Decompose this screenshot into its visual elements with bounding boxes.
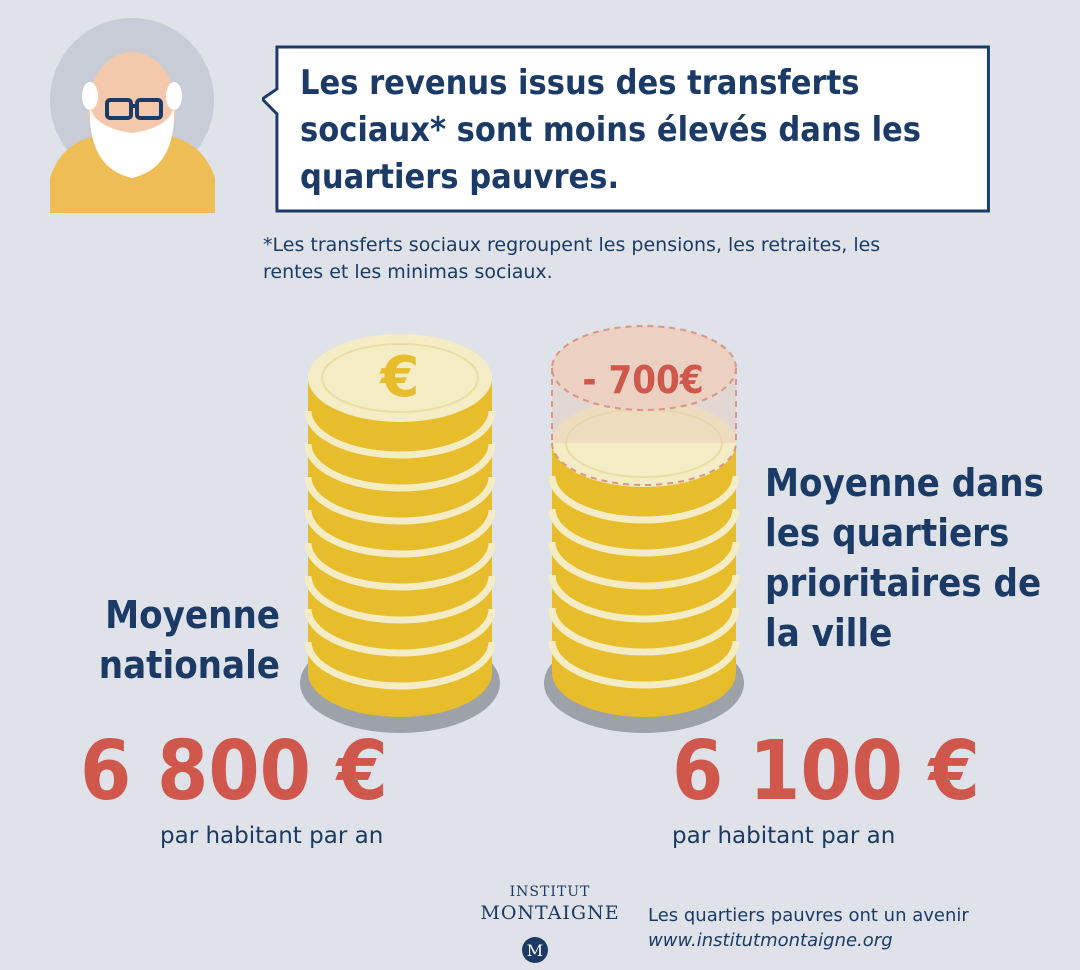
difference-label: - 700€ — [582, 358, 703, 402]
coin-edge — [548, 541, 740, 590]
euro-icon: € — [379, 345, 420, 410]
coin-stack-qpv — [544, 325, 744, 733]
old-man-avatar-icon — [50, 18, 215, 213]
unit-national: par habitant par an — [160, 823, 384, 849]
coin-edge — [304, 443, 496, 492]
coin-stack-national — [300, 334, 500, 733]
coin-edge — [304, 509, 496, 558]
coin-edge — [548, 574, 740, 623]
institut-montaigne-logo-icon: M — [522, 937, 548, 963]
logo-line-1: INSTITUT — [509, 884, 591, 900]
coin-edge — [304, 410, 496, 459]
footnote: *Les transferts sociaux regroupent les p… — [263, 234, 881, 283]
headline: Les revenus issus des transferts sociaux… — [300, 63, 922, 197]
coin-edge — [304, 608, 496, 657]
coin-edge — [304, 542, 496, 591]
logo-mark-letter: M — [527, 941, 543, 960]
coin-edge — [548, 508, 740, 557]
logo-line-2: MONTAIGNE — [480, 902, 620, 924]
slogan: Les quartiers pauvres ont un avenir — [648, 905, 969, 926]
coin-edge — [548, 475, 740, 524]
amount-national: 6 800 € — [80, 724, 388, 819]
coin-stacks-illustration: € - 700€ — [300, 325, 744, 733]
label-national: Moyenne nationale — [98, 593, 280, 687]
speech-bubble — [262, 45, 990, 213]
label-qpv: Moyenne dans les quartiers prioritaires … — [765, 461, 1045, 655]
coin-edge — [304, 641, 496, 690]
coin-edge — [548, 607, 740, 656]
coin-edge — [304, 575, 496, 624]
unit-qpv: par habitant par an — [672, 823, 896, 849]
amount-qpv: 6 100 € — [672, 724, 980, 819]
missing-coins-outline — [551, 325, 737, 486]
coin-edge — [304, 476, 496, 525]
coin-edge — [548, 640, 740, 689]
website-url[interactable]: www.institutmontaigne.org — [648, 930, 893, 951]
